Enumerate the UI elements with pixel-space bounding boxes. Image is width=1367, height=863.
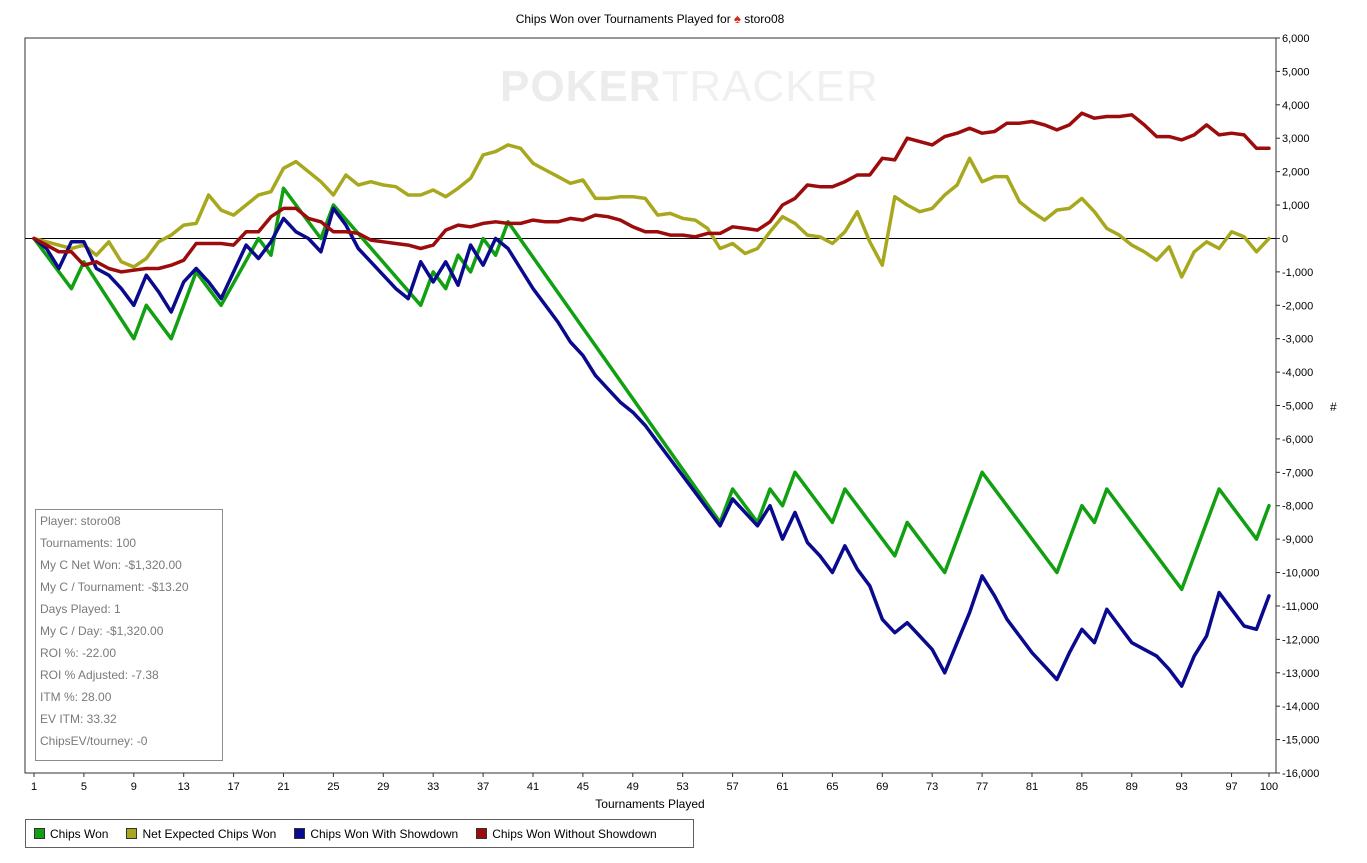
x-tick-label: 100 — [1260, 781, 1278, 793]
stats-row: Tournaments: 100 — [40, 536, 137, 550]
y-tick-label: -3,000 — [1282, 334, 1313, 346]
x-axis-label: Tournaments Played — [595, 797, 705, 811]
stats-box: Player: storo08 Tournaments: 100 My C Net … — [35, 509, 223, 761]
y-tick-label: -1,000 — [1282, 267, 1313, 279]
x-tick-label: 5 — [81, 781, 87, 793]
legend-swatch — [476, 828, 488, 839]
x-tick-label: 85 — [1076, 781, 1088, 793]
x-tick-label: 45 — [577, 781, 589, 793]
x-tick-label: 13 — [178, 781, 190, 793]
y-tick-label: 1,000 — [1282, 200, 1310, 212]
x-tick-label: 53 — [677, 781, 689, 793]
y-tick-label: -12,000 — [1282, 634, 1319, 646]
x-tick-label: 17 — [227, 781, 239, 793]
stats-row: ROI % Adjusted: -7.38 — [40, 668, 159, 682]
legend-swatch — [34, 828, 45, 839]
x-tick-label: 1 — [31, 781, 37, 793]
y-tick-label: 4,000 — [1282, 100, 1310, 112]
x-tick-label: 9 — [131, 781, 137, 793]
watermark-part2: TRACKER — [661, 62, 879, 111]
legend-swatch — [126, 828, 138, 839]
x-tick-label: 41 — [527, 781, 539, 793]
series-line-3 — [32, 206, 1271, 688]
chart-title-player: storo08 — [744, 12, 785, 26]
y-tick-label: 2,000 — [1282, 167, 1310, 179]
y-tick-label: -16,000 — [1282, 768, 1319, 780]
legend-label: Chips Won With Showdown — [310, 826, 459, 841]
x-tick-label: 65 — [826, 781, 838, 793]
y-tick-label: -8,000 — [1282, 501, 1313, 513]
watermark-part1: POKER — [500, 62, 662, 111]
x-tick-label: 21 — [277, 781, 289, 793]
stats-row: EV ITM: 33.32 — [40, 712, 117, 726]
stats-row: My C Net Won: -$1,320.00 — [40, 558, 182, 572]
legend-label: Chips Won — [50, 826, 109, 841]
x-tick-label: 97 — [1225, 781, 1237, 793]
y-tick-label: -2,000 — [1282, 300, 1313, 312]
y-tick-label: -7,000 — [1282, 467, 1313, 479]
stats-row: Days Played: 1 — [40, 602, 121, 616]
x-tick-label: 93 — [1176, 781, 1188, 793]
legend: Chips Won Net Expected Chips Won Chips Won… — [25, 819, 694, 848]
x-tick-label: 89 — [1126, 781, 1138, 793]
legend-item-2: Net Expected Chips Won — [126, 827, 276, 841]
y-tick-label: -13,000 — [1282, 668, 1319, 680]
y-tick-label: -9,000 — [1282, 534, 1313, 546]
legend-item-1: Chips Won — [34, 827, 108, 841]
y-tick-label: -10,000 — [1282, 568, 1319, 580]
stats-row: ITM %: 28.00 — [40, 690, 112, 704]
legend-label: Chips Won Without Showdown — [492, 826, 657, 841]
x-tick-label: 57 — [726, 781, 738, 793]
chart-title-prefix: Chips Won over Tournaments Played for — [515, 12, 731, 26]
watermark-logo: POKERTRACKER — [500, 62, 879, 112]
series-line-4 — [32, 111, 1271, 274]
legend-item-3: Chips Won With Showdown — [294, 827, 458, 841]
plot-layer: 6,000 5,000 4,000 3,000 2,000 1,000 0 -1,000 -2,… — [24, 33, 1319, 793]
legend-item-4: Chips Won Without Showdown — [476, 827, 657, 841]
x-tick-label: 69 — [876, 781, 888, 793]
y-tick-label: 0 — [1282, 233, 1288, 245]
x-tick-label: 37 — [477, 781, 489, 793]
x-tick-label: 81 — [1026, 781, 1038, 793]
stats-row: Player: storo08 — [40, 514, 121, 528]
x-tick-label: 29 — [377, 781, 389, 793]
stats-row: ChipsEV/tourney: -0 — [40, 734, 148, 748]
y-tick-label: 6,000 — [1282, 33, 1310, 45]
y-tick-label: -11,000 — [1282, 601, 1319, 613]
spade-icon: ♠ — [734, 11, 741, 26]
stats-row: ROI %: -22.00 — [40, 646, 117, 660]
legend-label: Net Expected Chips Won — [142, 826, 277, 841]
x-tick-label: 33 — [427, 781, 439, 793]
chart-title: Chips Won over Tournaments Played for ♠ … — [0, 11, 1300, 26]
x-tick-label: 49 — [627, 781, 639, 793]
legend-swatch — [294, 828, 306, 839]
y-tick-label: -6,000 — [1282, 434, 1313, 446]
y-tick-label: -4,000 — [1282, 367, 1313, 379]
y-tick-label: -15,000 — [1282, 735, 1319, 747]
stats-row: My C / Day: -$1,320.00 — [40, 624, 164, 638]
y-axis-label: # — [1330, 400, 1337, 414]
series-line-2 — [32, 143, 1271, 279]
y-tick-label: 5,000 — [1282, 66, 1310, 78]
y-tick-label: -14,000 — [1282, 701, 1319, 713]
x-tick-label: 73 — [926, 781, 938, 793]
x-tick-label: 25 — [327, 781, 339, 793]
x-tick-label: 61 — [776, 781, 788, 793]
x-tick-label: 77 — [976, 781, 988, 793]
y-tick-label: 3,000 — [1282, 133, 1310, 145]
y-tick-label: -5,000 — [1282, 401, 1313, 413]
stats-row: My C / Tournament: -$13.20 — [40, 580, 189, 594]
